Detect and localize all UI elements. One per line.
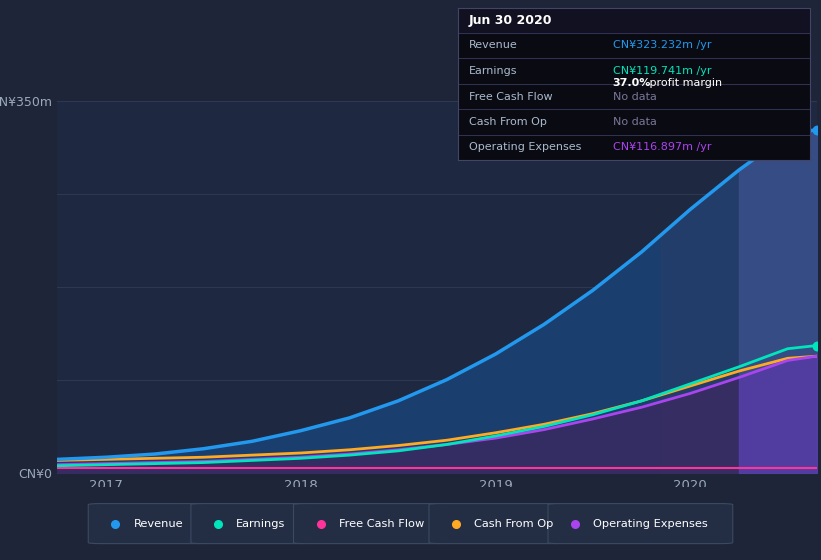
Text: Free Cash Flow: Free Cash Flow bbox=[338, 519, 424, 529]
Text: Revenue: Revenue bbox=[133, 519, 183, 529]
Text: Earnings: Earnings bbox=[236, 519, 286, 529]
FancyBboxPatch shape bbox=[190, 503, 310, 544]
Text: CN¥116.897m /yr: CN¥116.897m /yr bbox=[612, 142, 711, 152]
Text: Operating Expenses: Operating Expenses bbox=[469, 142, 581, 152]
Text: Operating Expenses: Operating Expenses bbox=[594, 519, 708, 529]
Text: Revenue: Revenue bbox=[469, 40, 517, 50]
Text: 37.0%: 37.0% bbox=[612, 78, 651, 88]
Text: CN¥323.232m /yr: CN¥323.232m /yr bbox=[612, 40, 711, 50]
FancyBboxPatch shape bbox=[429, 503, 565, 544]
Text: Jun 30 2020: Jun 30 2020 bbox=[469, 14, 553, 27]
Point bbox=[810, 125, 821, 134]
Text: Cash From Op: Cash From Op bbox=[469, 117, 547, 127]
FancyBboxPatch shape bbox=[88, 503, 207, 544]
Text: profit margin: profit margin bbox=[646, 78, 722, 88]
FancyBboxPatch shape bbox=[294, 503, 445, 544]
Text: Earnings: Earnings bbox=[469, 66, 517, 76]
FancyBboxPatch shape bbox=[548, 503, 733, 544]
Text: No data: No data bbox=[612, 117, 657, 127]
Text: No data: No data bbox=[612, 92, 657, 102]
Bar bbox=[458, 8, 810, 32]
Text: Cash From Op: Cash From Op bbox=[475, 519, 553, 529]
Text: CN¥119.741m /yr: CN¥119.741m /yr bbox=[612, 66, 711, 76]
Point bbox=[810, 341, 821, 350]
Text: Free Cash Flow: Free Cash Flow bbox=[469, 92, 553, 102]
